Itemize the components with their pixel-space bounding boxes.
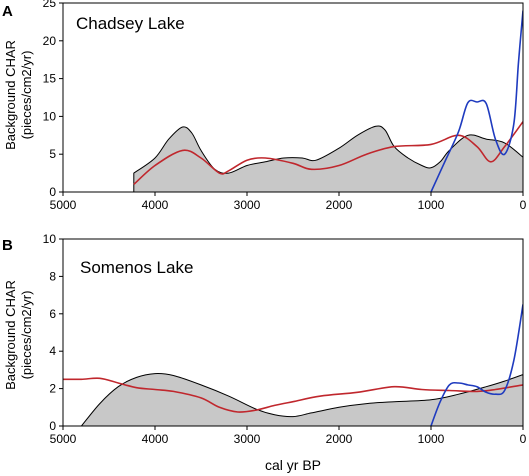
x-tick-label: 0: [520, 198, 527, 212]
y-tick-label: 8: [49, 269, 56, 283]
y-tick-label: 25: [43, 0, 57, 10]
somenos-area-series: [80, 373, 523, 426]
y-tick-label: 10: [43, 109, 57, 123]
panel-letter-b: B: [2, 237, 13, 254]
panel-b-ticks: 5000 4000 3000 2000 1000 0 0 2 4 6 8 10: [43, 232, 527, 446]
chadsey-red-line: [133, 121, 523, 186]
y-tick-label: 0: [49, 419, 56, 433]
panel-b-ylabel-line1: Background CHAR: [3, 280, 18, 390]
panel-a-frame: [62, 2, 524, 193]
panel-b-ylabel-line2: (pieces/cm2/yr): [19, 291, 34, 380]
panel-a-ylabel-line2: (pieces/cm2/yr): [19, 51, 34, 140]
y-tick-label: 0: [49, 185, 56, 199]
somenos-blue-line: [430, 304, 523, 426]
panel-b-frame: [62, 238, 524, 427]
x-tick-label: 2000: [326, 198, 353, 212]
panel-a-ylabel-line1: Background CHAR: [3, 40, 18, 150]
y-tick-label: 15: [43, 72, 57, 86]
chadsey-blue-line: [430, 10, 523, 192]
x-tick-label: 4000: [142, 432, 169, 446]
panel-b-title: Somenos Lake: [80, 258, 193, 277]
y-tick-label: 5: [49, 147, 56, 161]
panel-a-ticks: 5000 4000 3000 2000 1000 0 0 5 10 15 20 25: [43, 0, 527, 212]
y-tick-label: 6: [49, 307, 56, 321]
x-tick-label: 4000: [142, 198, 169, 212]
x-axis-label: cal yr BP: [265, 457, 321, 473]
panel-a: 5000 4000 3000 2000 1000 0 0 5 10 15 20 25 Chadsey …: [43, 0, 527, 212]
x-tick-label: 2000: [326, 432, 353, 446]
x-tick-label: 1000: [418, 198, 445, 212]
x-tick-label: 3000: [234, 432, 261, 446]
y-tick-label: 4: [49, 344, 56, 358]
x-tick-label: 5000: [50, 432, 77, 446]
panel-a-title: Chadsey Lake: [76, 14, 185, 33]
panel-b: 5000 4000 3000 2000 1000 0 0 2 4 6 8 10 Somenos Lak…: [43, 232, 527, 446]
y-tick-label: 2: [49, 382, 56, 396]
x-tick-label: 3000: [234, 198, 261, 212]
y-tick-label: 10: [43, 232, 57, 246]
x-tick-label: 1000: [418, 432, 445, 446]
x-tick-label: 0: [520, 432, 527, 446]
panel-letter-a: A: [2, 3, 13, 20]
y-tick-label: 20: [43, 34, 57, 48]
x-tick-label: 5000: [50, 198, 77, 212]
somenos-red-line: [63, 377, 523, 413]
chadsey-area-series: [133, 125, 523, 192]
